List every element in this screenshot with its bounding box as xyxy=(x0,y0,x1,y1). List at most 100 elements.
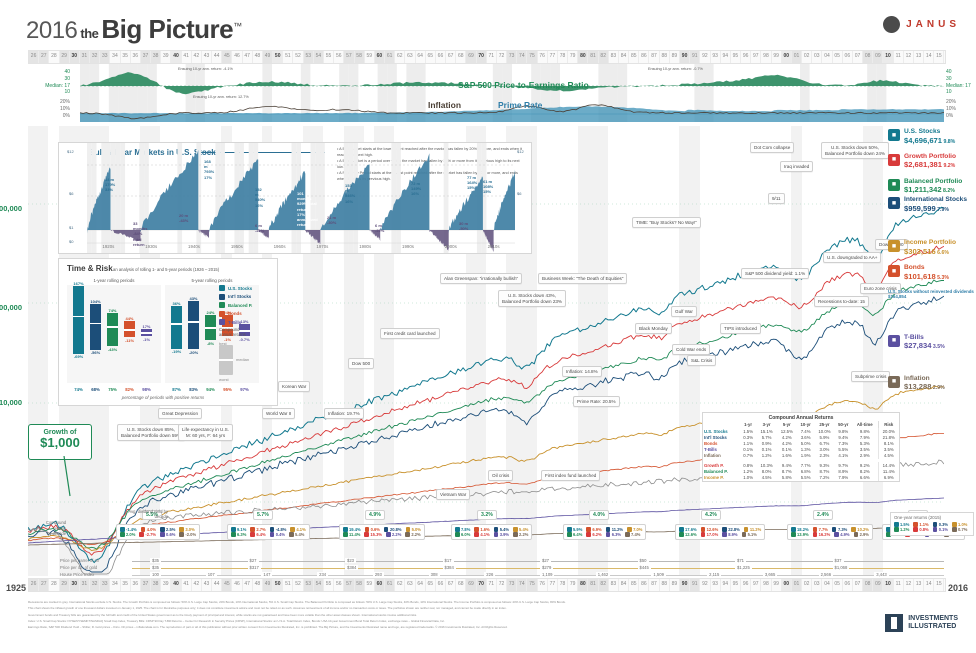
legend-value-amount: $1,211,342 xyxy=(904,185,942,195)
time-risk-best-label: 74% xyxy=(108,307,117,313)
year-tick-87: 87 xyxy=(649,579,660,591)
year-tick-14: 14 xyxy=(924,51,935,63)
series-line-bal xyxy=(28,279,944,550)
legend-item-bonds[interactable]: ■ Bonds $101,618 5.3% xyxy=(888,264,976,281)
bb-tick-1: $1 xyxy=(69,225,74,230)
decade-cell: 0.6% xyxy=(364,527,380,532)
year-tick-30: 30 xyxy=(69,579,80,591)
time-risk-legend-label: Int'l Stocks xyxy=(228,294,252,299)
callout-11: Inflation: 14.8% xyxy=(562,366,602,378)
time-risk-legend: U.S. Stocks Int'l Stocks Balanced P. Bonds T… xyxy=(219,285,275,328)
decade-cell-value: 4.1% xyxy=(296,527,306,532)
year-tick-92: 92 xyxy=(700,51,711,63)
time-risk-worst-label: -1% xyxy=(223,336,232,342)
one-year-value: 1.0% xyxy=(958,522,968,527)
rt-col-5-yr: 5-yr xyxy=(782,422,791,427)
one-year-cell: 1.0% xyxy=(952,522,967,527)
year-tick-06: 06 xyxy=(843,579,853,591)
rt-cell: 0.7% xyxy=(743,453,754,459)
year-tick-44: 44 xyxy=(212,51,223,63)
bb-marker-duration: 20 m xyxy=(179,213,189,218)
year-tick-60: 60 xyxy=(374,579,386,591)
legend-item-value: $1,211,342 8.2% xyxy=(904,185,962,194)
commodity-row-label-1: Price per oz. of gold xyxy=(60,565,98,570)
legend-value-amount: $13,288 xyxy=(904,382,932,392)
decade-cell: 3.0% xyxy=(179,527,195,532)
decade-cell-value: 6.3% xyxy=(611,532,622,537)
bb-decade-1940s: 1940s xyxy=(188,244,200,249)
bull-market-segment-0 xyxy=(87,167,111,234)
year-tick-87: 87 xyxy=(649,51,660,63)
year-tick-86: 86 xyxy=(639,579,650,591)
callout-line: M: 60 yrs, F: 64 yrs xyxy=(185,432,226,438)
time-risk-bar-1-2 xyxy=(205,315,216,341)
decade-cell-value: 0.4% xyxy=(275,532,286,537)
legend-item-balanced-portfolio[interactable]: ■ Balanced Portfolio $1,211,342 8.2% xyxy=(888,178,976,195)
legend-item-inflation[interactable]: ■ Inflation $13,288 2.9% xyxy=(888,375,976,392)
commodity-value: 308 xyxy=(428,572,440,577)
bb-marker-annualized: 16% xyxy=(255,202,264,208)
rt-row-name: U.S. Stocks xyxy=(704,428,728,434)
rt-cell: 5.0% xyxy=(800,440,811,446)
legend-item-income-portfolio[interactable]: ■ Income Portfolio $303,516 6.6% xyxy=(888,239,976,256)
callout-15: Alan Greenspan: “irrationally bullish” xyxy=(440,273,523,285)
legend-swatch-icon: ■ xyxy=(888,265,900,278)
decade-box-row: 18.2% 7.7% 7.3% 10.2% xyxy=(791,527,869,532)
decade-label-line1: Compound xyxy=(45,520,66,525)
one-year-returns-box: One-year returns (2015) 1.5% 1.1% 0.3% 1.0%… xyxy=(890,512,974,536)
year-tick-65: 65 xyxy=(426,51,436,63)
decade-cell: 4.1% xyxy=(290,527,306,532)
callout-line: First credit card launched xyxy=(384,330,436,336)
decade-cell-value: 6.2% xyxy=(592,532,602,537)
legend-value-return: 9.8% xyxy=(942,138,956,145)
decade-cell-value: 8.9% xyxy=(728,532,738,537)
decade-cell-swatch-icon xyxy=(343,532,348,537)
bb-marker-4: 101 months 929% total return 17% annualize… xyxy=(297,191,318,227)
year-tick-10: 10 xyxy=(883,579,894,591)
bb-marker-total: -22% xyxy=(255,228,265,234)
decade-box-row: 9.1% 2.7% -4.8% 4.1% xyxy=(231,527,306,532)
year-tick-82: 82 xyxy=(598,579,609,591)
rt-cell: 5.5% xyxy=(800,474,811,480)
recession-band-26 xyxy=(28,126,39,576)
decade-cell-swatch-icon xyxy=(474,532,479,537)
pe-tick-40-right: 40 xyxy=(946,69,952,75)
year-tick-75: 75 xyxy=(527,579,538,591)
rt-cell: 9.3% xyxy=(819,462,830,468)
callout-line: S&L Crisis xyxy=(691,357,713,363)
legend-item-u-s-stocks[interactable]: ■ U.S. Stocks $4,696,671 9.8% xyxy=(888,128,976,145)
bb-marker-annualized: 33% xyxy=(105,187,114,193)
legend-item-value: $303,516 6.6% xyxy=(904,247,956,256)
year-tick-12: 12 xyxy=(904,579,914,591)
year-tick-43: 43 xyxy=(202,51,213,63)
time-risk-worst-label: -19% xyxy=(171,349,182,355)
callout-line: Euro zone crisis xyxy=(864,285,897,291)
trademark-symbol: ™ xyxy=(233,21,242,31)
callout-5: Korean War xyxy=(278,381,311,393)
legend-item-growth-portfolio[interactable]: ■ Growth Portfolio $2,681,381 9.2% xyxy=(888,153,976,170)
series-line-grow xyxy=(28,245,944,556)
decade-cell-swatch-icon xyxy=(455,532,460,537)
time-risk-best-label: 104% xyxy=(90,299,101,305)
year-tick-03: 03 xyxy=(812,579,823,591)
legend-item-international-stocks[interactable]: ■ International Stocks $959,599 7.9% xyxy=(888,196,976,213)
bb-marker-total: 793% xyxy=(204,169,215,175)
decade-cell-value: 16.2% xyxy=(818,532,831,537)
decade-cell-swatch-icon xyxy=(791,532,796,537)
decade-cell: 2.9% xyxy=(853,532,869,537)
decade-cell-swatch-icon xyxy=(513,527,518,532)
rt-cell: 9.8% xyxy=(838,428,849,434)
callout-7: First credit card launched xyxy=(380,328,440,340)
time-risk-best-label: 24% xyxy=(223,310,232,316)
rt-cell: 4.1% xyxy=(838,453,849,459)
commodity-value: $1,068 xyxy=(832,565,850,570)
year-tick-29: 29 xyxy=(59,579,70,591)
legend-item-t-bills[interactable]: ■ T-Bills $27,834 3.5% xyxy=(888,334,976,351)
commodity-row-line-1 xyxy=(132,568,944,569)
pe-chart-title: S&P 500 Price-to-Earnings Ratio xyxy=(458,80,589,90)
callout-9: Oil crisis xyxy=(488,470,514,482)
year-tick-96: 96 xyxy=(741,579,752,591)
bb-marker-annualized: 15% xyxy=(483,189,492,195)
bear-market-segment-11 xyxy=(429,230,449,252)
callout-20: TIPS introduced xyxy=(720,323,761,335)
